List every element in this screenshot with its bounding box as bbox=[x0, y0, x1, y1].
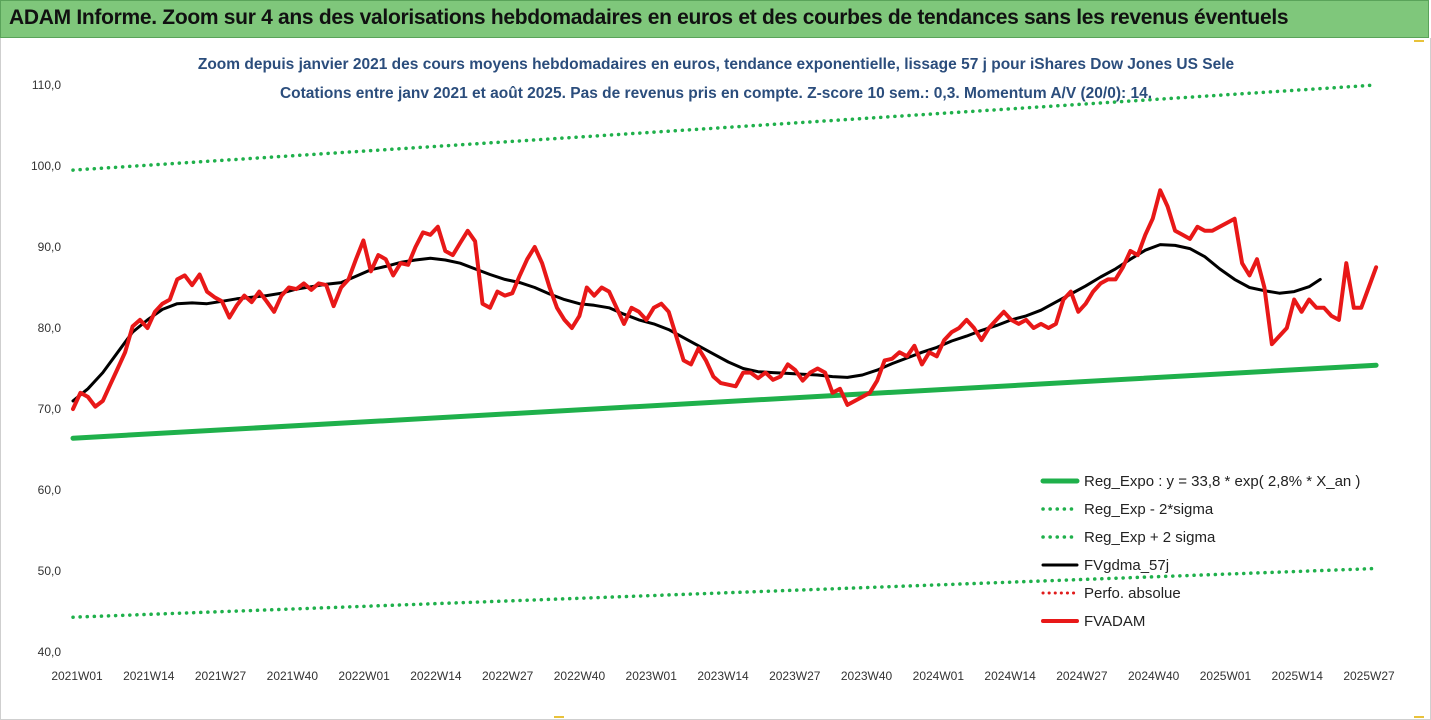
legend-label: FVgdma_57j bbox=[1084, 557, 1169, 574]
x-tick-label: 2021W01 bbox=[51, 669, 103, 683]
y-tick-label: 50,0 bbox=[38, 564, 62, 578]
series-layer bbox=[70, 83, 1379, 619]
legend-label: Reg_Exp + 2 sigma bbox=[1084, 529, 1216, 546]
y-tick-label: 90,0 bbox=[38, 240, 62, 254]
y-tick-label: 80,0 bbox=[38, 321, 62, 335]
series-line bbox=[71, 188, 1379, 411]
x-tick-label: 2023W40 bbox=[841, 669, 893, 683]
x-tick-label: 2025W01 bbox=[1200, 669, 1252, 683]
y-tick-label: 40,0 bbox=[38, 645, 62, 659]
chart-title: Zoom depuis janvier 2021 des cours moyen… bbox=[198, 56, 1235, 73]
series-line bbox=[71, 83, 1378, 172]
x-tick-label: 2024W01 bbox=[913, 669, 965, 683]
x-tick-label: 2021W14 bbox=[123, 669, 175, 683]
legend-label: FVADAM bbox=[1084, 613, 1145, 630]
y-axis: 110,0 100,0 90,0 80,0 70,0 60,0 50,0 40,0 bbox=[31, 78, 61, 659]
y-tick-label: 100,0 bbox=[31, 159, 61, 173]
chart-svg: Zoom depuis janvier 2021 des cours moyen… bbox=[31, 50, 1395, 683]
x-tick-label: 2025W27 bbox=[1343, 669, 1395, 683]
x-tick-label: 2022W14 bbox=[410, 669, 462, 683]
y-tick-label: 70,0 bbox=[38, 402, 62, 416]
legend: Reg_Expo : y = 33,8 * exp( 2,8% * X_an )… bbox=[1040, 473, 1360, 630]
x-tick-label: 2023W27 bbox=[769, 669, 821, 683]
x-tick-label: 2021W40 bbox=[267, 669, 319, 683]
x-tick-label: 2024W27 bbox=[1056, 669, 1108, 683]
legend-label: Reg_Exp - 2*sigma bbox=[1084, 501, 1214, 518]
corner-mark-bottom-right bbox=[1414, 716, 1424, 718]
x-tick-label: 2023W01 bbox=[626, 669, 678, 683]
x-tick-label: 2022W40 bbox=[554, 669, 606, 683]
corner-mark-top-right bbox=[1414, 40, 1424, 42]
x-tick-label: 2024W14 bbox=[984, 669, 1036, 683]
x-tick-label: 2025W14 bbox=[1272, 669, 1324, 683]
banner-title: ADAM Informe. Zoom sur 4 ans des valoris… bbox=[9, 6, 1289, 29]
corner-mark-bottom-center bbox=[554, 716, 564, 718]
x-tick-label: 2021W27 bbox=[195, 669, 247, 683]
x-axis: 2021W01 2021W14 2021W27 2021W40 2022W01 2022W… bbox=[51, 669, 1395, 683]
x-tick-label: 2023W14 bbox=[697, 669, 749, 683]
y-tick-label: 110,0 bbox=[32, 78, 61, 92]
chart-subtitle: Cotations entre janv 2021 et août 2025. … bbox=[280, 85, 1152, 102]
x-tick-label: 2022W01 bbox=[338, 669, 390, 683]
chart-frame: Zoom depuis janvier 2021 des cours moyen… bbox=[0, 38, 1431, 720]
legend-label: Perfo. absolue bbox=[1084, 585, 1181, 602]
series-line bbox=[70, 362, 1379, 441]
x-tick-label: 2024W40 bbox=[1128, 669, 1180, 683]
y-tick-label: 60,0 bbox=[38, 483, 62, 497]
legend-label: Reg_Expo : y = 33,8 * exp( 2,8% * X_an ) bbox=[1084, 473, 1360, 490]
series-line bbox=[71, 566, 1378, 619]
x-tick-label: 2022W27 bbox=[482, 669, 534, 683]
banner: ADAM Informe. Zoom sur 4 ans des valoris… bbox=[0, 0, 1429, 38]
